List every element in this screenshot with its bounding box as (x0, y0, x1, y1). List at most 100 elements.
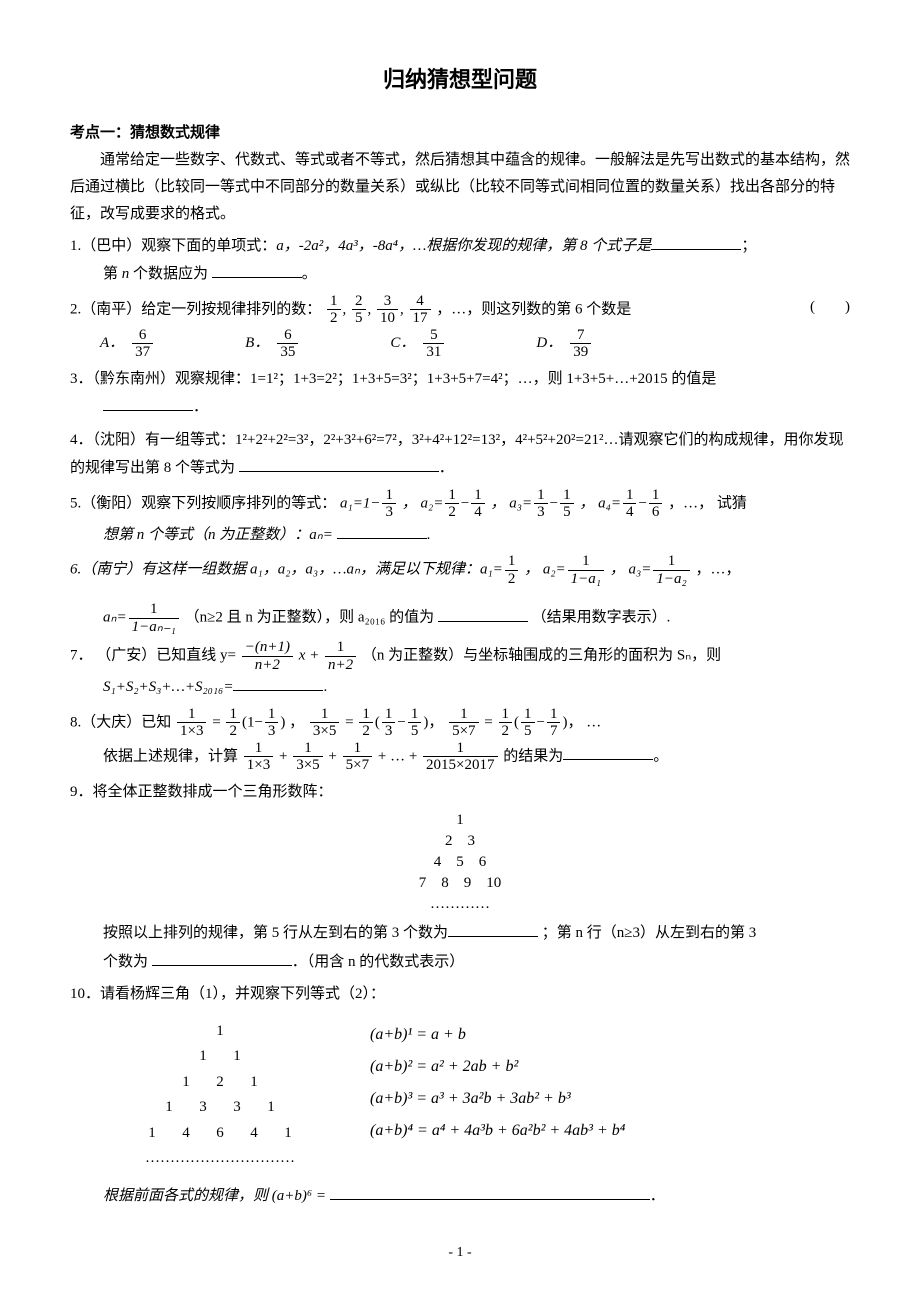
q8-t2n: 1 (293, 740, 322, 758)
q10-fe: ． (650, 1188, 665, 1204)
q6-f1n: 1 (505, 553, 519, 571)
q5-a4f1n: 1 (623, 487, 637, 505)
q5-a2m: − (461, 495, 469, 511)
pascal-triangle: 1 11 121 1331 14641 ………………………… (110, 1019, 330, 1172)
q8-p2: + (325, 748, 341, 764)
q8-e1r1d: 2 (226, 723, 240, 740)
p20: 1 (169, 1070, 203, 1096)
q3-text: 3．（黔东南州）观察规律：1=1²；1+3=2²；1+3+5=3²；1+3+5+… (70, 371, 716, 387)
q8-e3m: = (481, 714, 497, 730)
q9-l3a: 个数为 (103, 954, 152, 970)
q6-pre: 6.（南宁）有这样一组数据 a₁，a₂，a₃，…aₙ，满足以下规律：a₁= (70, 562, 503, 578)
exp1: (a+b)² = a² + 2ab + b² (370, 1051, 625, 1083)
q2-f0n: 1 (327, 293, 341, 311)
q2-Dn: 7 (570, 327, 591, 345)
q5-a3f2n: 1 (560, 487, 574, 505)
q2-Ad: 37 (132, 344, 153, 361)
q2-f2d: 10 (377, 310, 398, 327)
q6-f2d: 1−a₁ (568, 571, 604, 588)
p10: 1 (186, 1044, 220, 1070)
q1-tail: ； (741, 238, 756, 254)
q2-choices: A．637 B．635 C．531 D．739 (100, 327, 850, 361)
q6-tail: ，…， (695, 562, 740, 578)
q8-t1n: 1 (244, 740, 273, 758)
q2-seq-label: ，…，则这列数的第 6 个数是 (436, 301, 631, 317)
problem-4: 4．（沈阳）有一组等式：1²+2²+2²=3²，2²+3²+6²=7²，3²+4… (70, 426, 850, 483)
q8-t4n: 1 (423, 740, 497, 758)
q8-t2d: 3×5 (293, 757, 322, 774)
q1-prefix: 1.（巴中）观察下面的单项式： (70, 238, 276, 254)
q8-t4d: 2015×2017 (423, 757, 497, 774)
q8-e1ld: 1×3 (177, 723, 206, 740)
q8-e2r3d: 3 (382, 723, 396, 740)
q8-p1: + (275, 748, 291, 764)
q8-e2ln: 1 (310, 706, 339, 724)
q2-prefix: 2.（南平）给定一列按规律排列的数： (70, 301, 321, 317)
p31: 3 (186, 1095, 220, 1121)
q6-m1: ， a₂= (524, 562, 566, 578)
section-heading: 考点一：猜想数式规律 (70, 120, 850, 147)
p00: 1 (203, 1019, 237, 1045)
q2-f2n: 3 (377, 293, 398, 311)
q9-l3b: ．（用含 n 的代数式表示） (292, 954, 465, 970)
q5-a4f1d: 4 (623, 504, 637, 521)
q1-blank1 (651, 234, 741, 250)
p11: 1 (220, 1044, 254, 1070)
q2-f1d: 5 (352, 310, 366, 327)
q5-a4l: ， a₄= (579, 495, 621, 511)
q5-a2f2n: 1 (471, 487, 485, 505)
q8-e2r5n: 1 (408, 706, 422, 724)
q8-e1r4: ) ， (280, 714, 308, 730)
q8-e3ld: 5×7 (449, 723, 478, 740)
p30: 1 (152, 1095, 186, 1121)
q2-f0d: 2 (327, 310, 341, 327)
q10-dots: ………………………… (110, 1146, 330, 1172)
q7-f1n: −(n+1) (242, 639, 293, 657)
q3-end: ． (193, 399, 208, 415)
q1-l2pre: 第 (103, 266, 122, 282)
q7-m2: （n 为正整数）与坐标轴围成的三角形的面积为 Sₙ，则 (362, 648, 721, 664)
q8-blank (563, 744, 653, 760)
exp0: (a+b)¹ = a + b (370, 1019, 625, 1051)
q5-a3f1d: 3 (534, 504, 548, 521)
q8-e2m: = (341, 714, 357, 730)
q7-f1d: n+2 (242, 657, 293, 674)
q8-p3: + … + (374, 748, 421, 764)
q6-l2p: aₙ= (103, 610, 127, 626)
p40: 1 (135, 1121, 169, 1147)
q8-e3r1n: 1 (499, 706, 513, 724)
q6-f1d: 2 (505, 571, 519, 588)
q9-r4: ………… (70, 894, 850, 915)
problem-8: 8.（大庆）已知 11×3 = 12(1−13) ， 13×5 = 12(13−… (70, 706, 850, 774)
q9-l2a: 按照以上排列的规律，第 5 行从左到右的第 3 个数为 (103, 925, 448, 941)
q5-a3m: − (550, 495, 558, 511)
page-number: - 1 - (70, 1240, 850, 1265)
q8-e1r3n: 1 (265, 706, 279, 724)
q10-blank (330, 1184, 650, 1200)
q8-e2r5d: 5 (408, 723, 422, 740)
p22: 1 (237, 1070, 271, 1096)
q8-e2r1n: 1 (359, 706, 373, 724)
q5-a4m: − (638, 495, 646, 511)
problem-10: 10．请看杨辉三角（1），并观察下列等式（2）： 1 11 121 1331 1… (70, 980, 850, 1210)
q8-e3r2: ( (514, 714, 519, 730)
problem-1: 1.（巴中）观察下面的单项式：a，-2a²，4a³，-8a⁴，…根据你发现的规律… (70, 232, 850, 289)
q8-l2p: 依据上述规律，计算 (103, 748, 242, 764)
q9-r1: 2 3 (70, 831, 850, 852)
q8-t1d: 1×3 (244, 757, 273, 774)
q8-e3r6: )， … (562, 714, 601, 730)
q7-end: . (323, 679, 327, 695)
q10-fp: 根据前面各式的规律，则 (a+b)⁶ = (103, 1188, 330, 1204)
q6-blank (438, 606, 528, 622)
q8-l2e: 。 (653, 748, 668, 764)
q4-text: 4．（沈阳）有一组等式：1²+2²+2²=3²，2²+3²+6²=7²，3²+4… (70, 432, 843, 477)
problem-9: 9．将全体正整数排成一个三角形数阵： 1 2 3 4 5 6 7 8 9 10 … (70, 778, 850, 977)
problem-6: 6.（南宁）有这样一组数据 a₁，a₂，a₃，…aₙ，满足以下规律：a₁=12 … (70, 553, 850, 635)
q2-Bd: 35 (277, 344, 298, 361)
q2-f1n: 2 (352, 293, 366, 311)
q8-e3r3d: 5 (521, 723, 535, 740)
q8-e1m: = (208, 714, 224, 730)
q1-blank2 (212, 262, 302, 278)
q8-e2r3n: 1 (382, 706, 396, 724)
section-intro: 通常给定一些数字、代数式、等式或者不等式，然后猜想其中蕴含的规律。一般解法是先写… (70, 147, 850, 228)
